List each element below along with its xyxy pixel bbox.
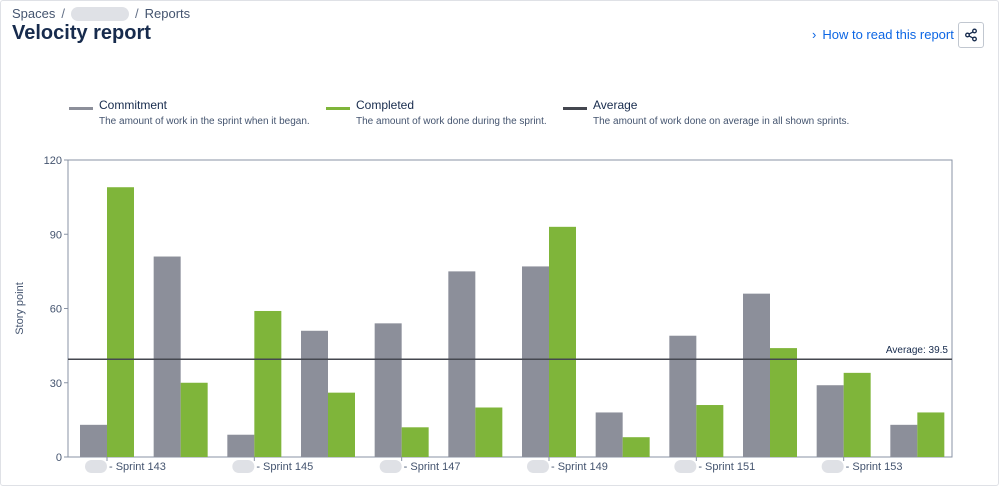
redacted-sprint-prefix	[379, 460, 402, 473]
redacted-sprint-prefix	[674, 460, 697, 473]
legend-average-description: The amount of work done on average in al…	[593, 116, 850, 127]
y-axis-label: Story point	[14, 282, 26, 335]
y-tick-label: 90	[50, 229, 62, 241]
redacted-sprint-prefix	[821, 460, 844, 473]
redacted-sprint-prefix	[232, 460, 255, 473]
bar-commitment	[595, 412, 623, 457]
bar-completed	[622, 437, 650, 457]
breadcrumb: Spaces / / Reports	[12, 6, 190, 21]
bar-completed	[107, 187, 134, 457]
legend-completed-label: Completed	[356, 98, 415, 112]
x-tick-label: - Sprint 143	[109, 461, 166, 473]
breadcrumb-redacted-space[interactable]	[71, 6, 129, 21]
bar-commitment	[301, 330, 328, 457]
redacted-sprint-prefix	[527, 460, 549, 473]
share-icon	[965, 28, 977, 42]
y-tick-label: 120	[44, 155, 62, 167]
average-label: Average: 39.5	[886, 345, 949, 356]
bar-commitment	[522, 266, 549, 457]
breadcrumb-separator: /	[135, 6, 139, 21]
bar-completed	[328, 392, 355, 457]
x-tick-label: - Sprint 147	[404, 461, 461, 473]
bar-commitment	[669, 335, 697, 457]
legend-average-swatch	[563, 107, 587, 110]
redacted-sprint-prefix	[85, 460, 107, 473]
chevron-right-icon: ›	[812, 27, 817, 42]
y-tick-label: 60	[50, 304, 62, 316]
breadcrumb-separator: /	[61, 6, 65, 21]
legend-commitment-label: Commitment	[99, 98, 168, 112]
x-tick-label: - Sprint 145	[256, 461, 313, 473]
legend-commitment-swatch	[69, 107, 93, 110]
bar-commitment	[153, 256, 181, 457]
bar-commitment	[374, 323, 402, 457]
bar-completed	[770, 348, 797, 457]
bar-completed	[917, 412, 945, 457]
bar-completed	[401, 427, 429, 457]
x-tick-label: - Sprint 153	[846, 461, 903, 473]
bar-completed	[180, 382, 208, 457]
bar-commitment	[890, 424, 918, 457]
bar-completed	[549, 226, 576, 457]
bar-commitment	[816, 385, 844, 457]
bar-completed	[254, 310, 282, 457]
how-to-read-label: How to read this report	[822, 27, 954, 42]
bar-commitment	[743, 293, 770, 457]
bar-completed	[843, 372, 871, 457]
share-button[interactable]	[958, 22, 984, 48]
bar-commitment	[448, 271, 476, 457]
breadcrumb-spaces[interactable]: Spaces	[12, 6, 56, 21]
page-title: Velocity report	[12, 22, 151, 44]
x-tick-label: - Sprint 151	[698, 461, 755, 473]
bar-completed	[475, 407, 503, 457]
y-tick-label: 30	[50, 378, 62, 390]
legend-commitment-description: The amount of work in the sprint when it…	[99, 116, 310, 127]
bar-completed	[696, 405, 724, 457]
how-to-read-link[interactable]: › How to read this report	[812, 27, 954, 42]
y-tick-label: 0	[56, 452, 62, 464]
legend-completed-swatch	[326, 107, 350, 110]
legend-completed-description: The amount of work done during the sprin…	[356, 116, 547, 127]
x-tick-label: - Sprint 149	[551, 461, 608, 473]
bar-commitment	[227, 434, 255, 457]
bar-commitment	[80, 424, 107, 457]
legend-average-label: Average	[593, 98, 638, 112]
breadcrumb-reports[interactable]: Reports	[144, 6, 191, 21]
